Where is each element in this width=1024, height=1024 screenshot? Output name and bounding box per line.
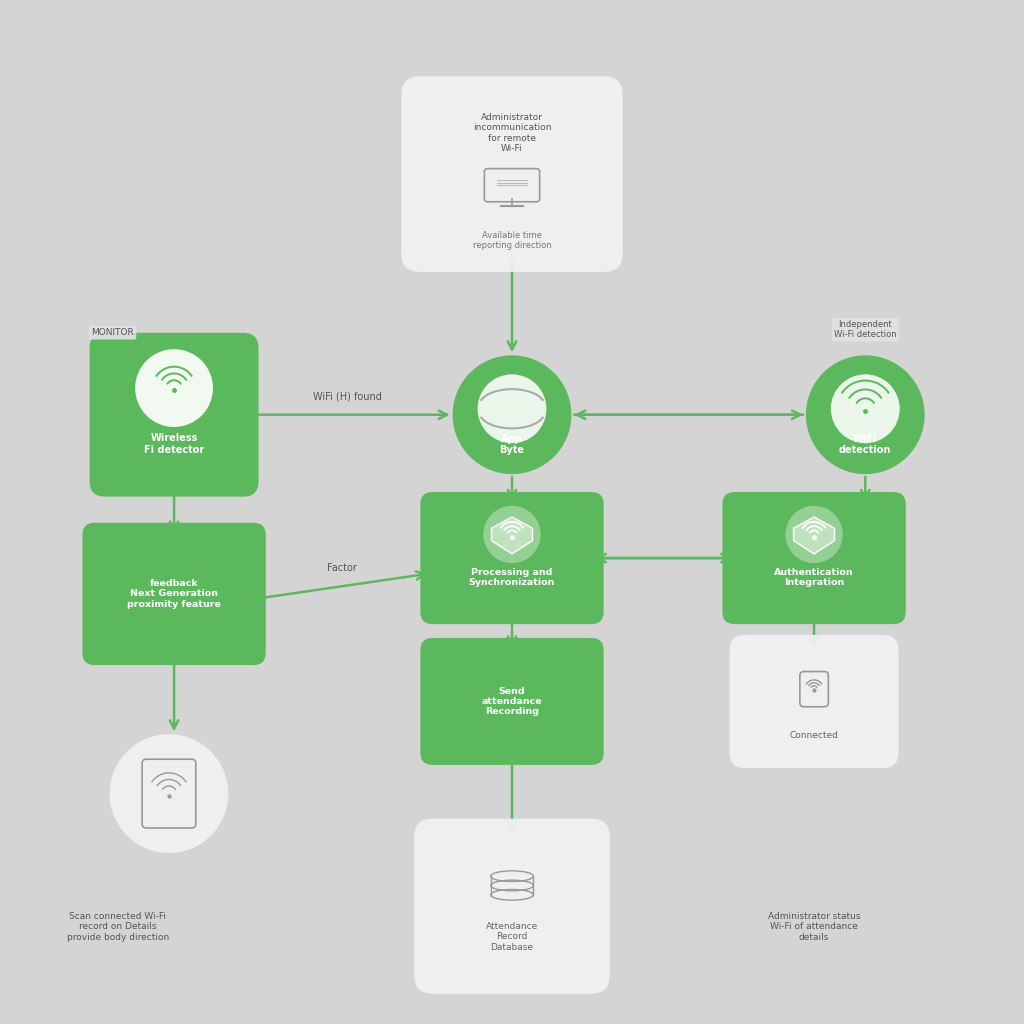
Circle shape bbox=[806, 355, 925, 474]
Text: Connected: Connected bbox=[790, 731, 839, 739]
FancyBboxPatch shape bbox=[420, 492, 603, 624]
Polygon shape bbox=[794, 517, 835, 554]
FancyBboxPatch shape bbox=[401, 77, 623, 272]
Text: Administrator status
Wi-Fi of attendance
details: Administrator status Wi-Fi of attendance… bbox=[768, 911, 860, 942]
Text: Authentication
Integration: Authentication Integration bbox=[774, 567, 854, 587]
Text: MONITOR: MONITOR bbox=[91, 329, 134, 337]
Circle shape bbox=[830, 375, 900, 443]
Text: feedback
Next Generation
proximity feature: feedback Next Generation proximity featu… bbox=[127, 579, 221, 609]
Text: Send
attendance
Recording: Send attendance Recording bbox=[481, 686, 543, 717]
Text: WiFi (H) found: WiFi (H) found bbox=[313, 391, 382, 401]
Text: Scan connected Wi-Fi
record on Details
provide body direction: Scan connected Wi-Fi record on Details p… bbox=[67, 911, 169, 942]
Circle shape bbox=[453, 355, 571, 474]
FancyBboxPatch shape bbox=[420, 638, 603, 765]
Text: Attendance
Record
Database: Attendance Record Database bbox=[485, 922, 539, 951]
Circle shape bbox=[477, 375, 547, 443]
FancyBboxPatch shape bbox=[729, 635, 899, 768]
FancyBboxPatch shape bbox=[723, 492, 906, 624]
Text: Factor: Factor bbox=[327, 563, 357, 573]
FancyBboxPatch shape bbox=[90, 333, 258, 497]
Text: Available time
reporting direction: Available time reporting direction bbox=[473, 231, 551, 251]
Polygon shape bbox=[492, 517, 532, 554]
Circle shape bbox=[110, 734, 228, 853]
Text: Independent
Wi-Fi detection: Independent Wi-Fi detection bbox=[834, 321, 897, 339]
Circle shape bbox=[785, 506, 843, 563]
Text: Processing and
Synchronization: Processing and Synchronization bbox=[469, 567, 555, 587]
Text: WiFi
detection: WiFi detection bbox=[839, 433, 892, 456]
Circle shape bbox=[483, 506, 541, 563]
FancyBboxPatch shape bbox=[414, 819, 609, 993]
Text: Administrator
incommunication
for remote
Wi-Fi: Administrator incommunication for remote… bbox=[473, 113, 551, 153]
FancyBboxPatch shape bbox=[83, 522, 266, 666]
Circle shape bbox=[135, 349, 213, 427]
Text: Wireless
Fi detector: Wireless Fi detector bbox=[144, 433, 204, 455]
Text: App
Byte: App Byte bbox=[500, 433, 524, 456]
